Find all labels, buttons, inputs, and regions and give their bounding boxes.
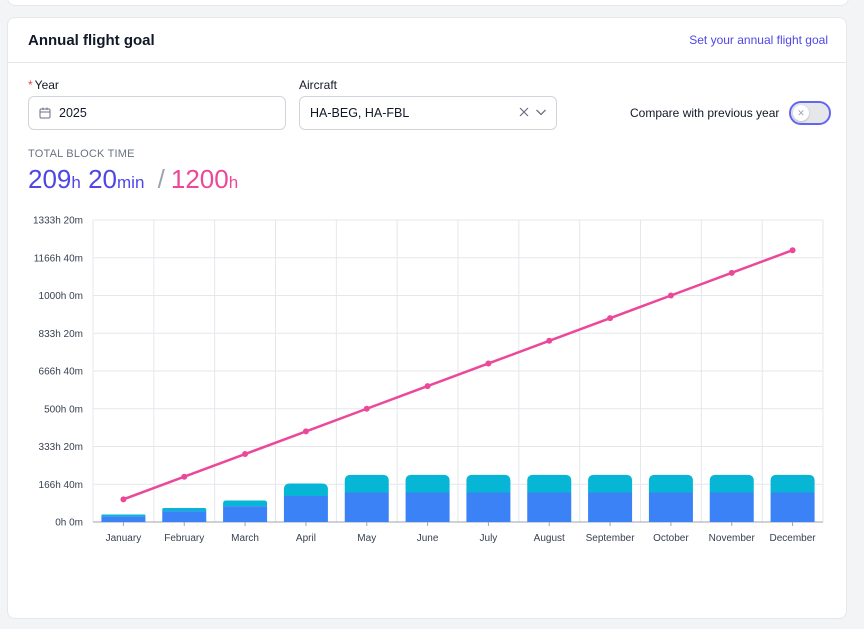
set-goal-link[interactable]: Set your annual flight goal — [689, 33, 828, 47]
toggle-off-icon: ✕ — [797, 107, 805, 118]
minutes-value: 20 — [88, 164, 118, 194]
card-header: Annual flight goal Set your annual fligh… — [8, 18, 846, 63]
year-picker[interactable]: 2025 — [28, 96, 286, 130]
aircraft-label: Aircraft — [299, 78, 338, 92]
goal-unit: h — [228, 173, 239, 192]
annual-flight-goal-card: Annual flight goal Set your annual fligh… — [7, 17, 847, 619]
separator: / — [157, 164, 165, 194]
year-value: 2025 — [59, 106, 87, 120]
aircraft-select[interactable]: HA-BEG, HA-FBL — [299, 96, 557, 130]
clear-icon[interactable] — [518, 106, 530, 118]
total-block-time-value: 209h 20min /1200h — [28, 164, 238, 195]
chevron-down-icon[interactable] — [535, 107, 547, 117]
toggle-knob: ✕ — [793, 105, 809, 121]
minutes-unit: min — [117, 173, 145, 192]
total-block-time-label: TOTAL BLOCK TIME — [28, 148, 135, 160]
calendar-icon — [39, 107, 51, 119]
previous-card — [7, 0, 849, 6]
year-label: * Year — [28, 78, 59, 92]
compare-toggle[interactable]: ✕ — [789, 101, 831, 125]
compare-label: Compare with previous year — [630, 106, 780, 120]
aircraft-value: HA-BEG, HA-FBL — [310, 106, 410, 120]
required-mark: * — [28, 78, 33, 92]
hours-unit: h — [71, 173, 81, 192]
hours-value: 209 — [28, 164, 72, 194]
card-title: Annual flight goal — [28, 31, 155, 49]
goal-value: 1200 — [170, 164, 229, 194]
year-label-text: Year — [34, 78, 59, 92]
